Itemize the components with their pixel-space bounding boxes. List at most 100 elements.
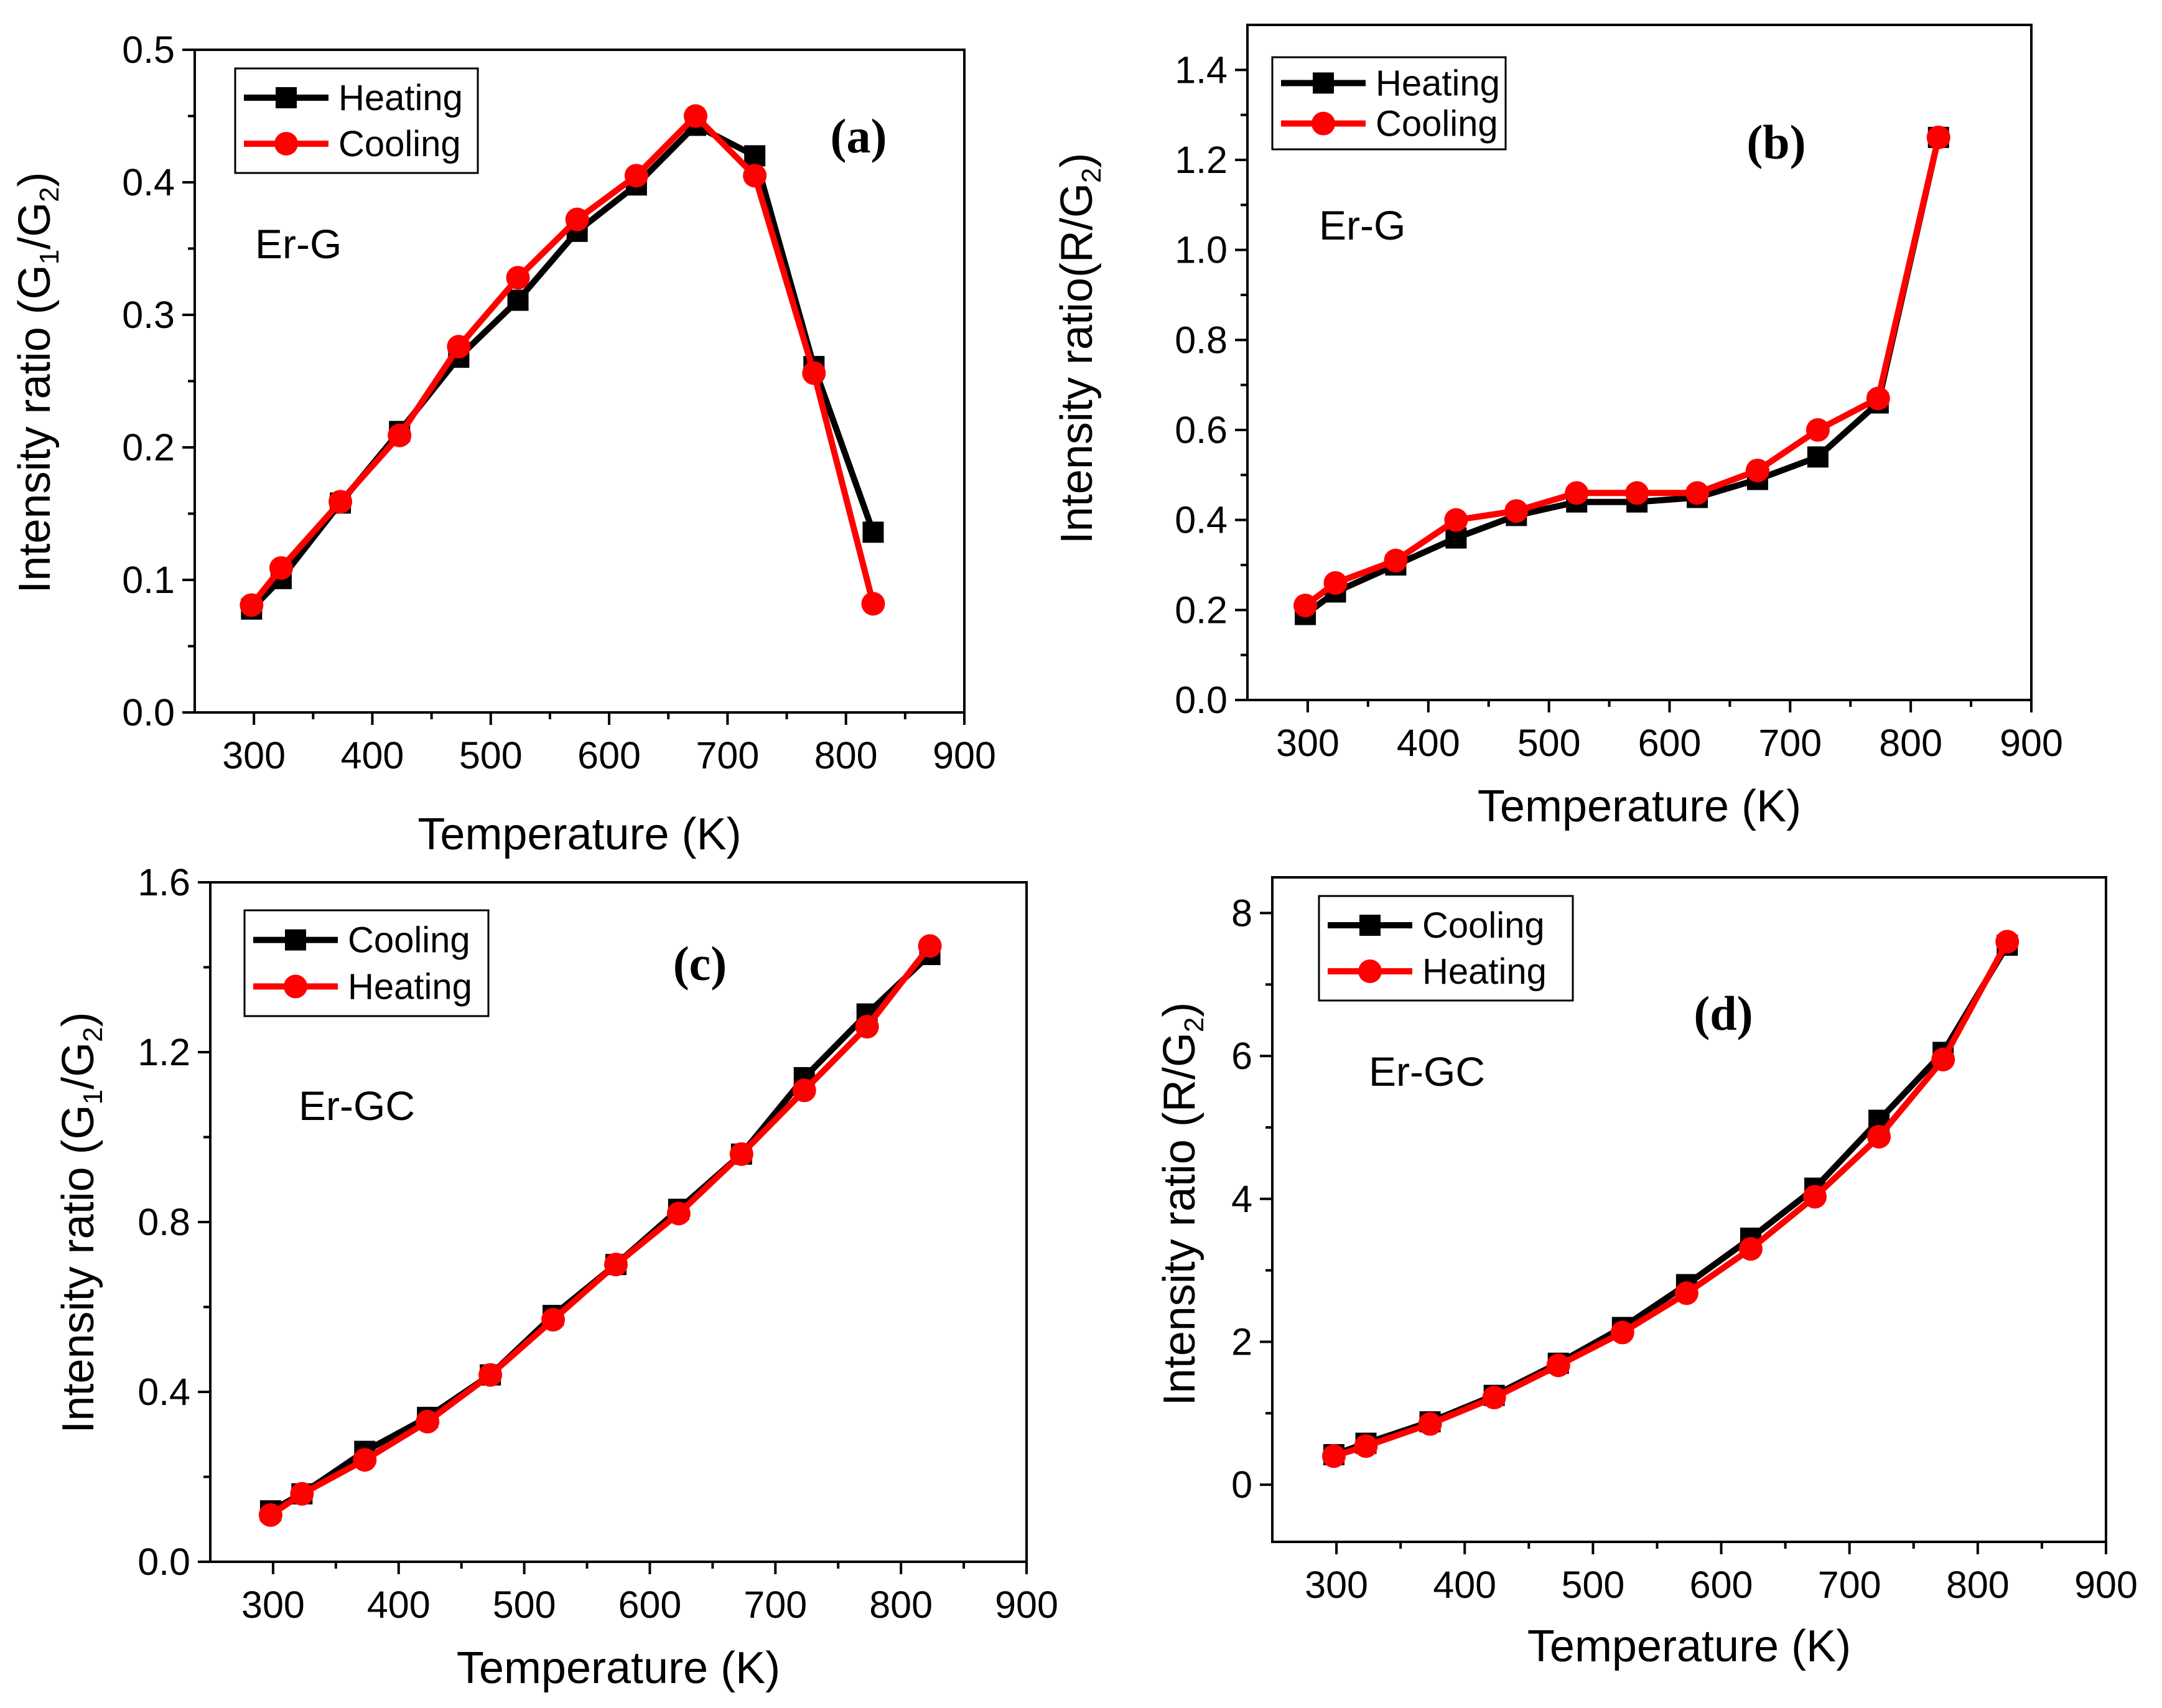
chart-c-y-tick-label: 1.6 (137, 861, 190, 903)
chart-a-y-tick-label: 0.1 (122, 559, 175, 601)
chart-a-legend-label: Cooling (338, 124, 461, 164)
chart-d-x-tick-label: 800 (1946, 1564, 2010, 1606)
chart-b: 300 400 500 600 700 800 900 0.0 0.2 0.4 0.6 0.8 1.0 1… (1052, 24, 2063, 831)
chart-d-legend-label: Heating (1422, 951, 1547, 992)
chart-d-series-cooling-line (1333, 943, 2010, 1458)
chart-b-series-cooling-point (1444, 508, 1468, 532)
chart-b-x-tick-label: 400 (1397, 722, 1460, 764)
chart-c-y-axis-title-part: Intensity ratio (G (54, 1104, 103, 1433)
chart-c-series-heating-point (918, 934, 942, 958)
chart-a-y-axis-title-subscript: 2 (34, 187, 65, 202)
chart-a-series-cooling-point (743, 164, 767, 188)
chart-a-panel-label: (a) (831, 109, 887, 163)
chart-c-series-heating-point (603, 1253, 628, 1277)
chart-b-x-tick-label: 800 (1879, 722, 1942, 764)
chart-c-y-axis-title-part: /G (54, 1042, 103, 1090)
chart-d-series-heating-point (1867, 1124, 1891, 1149)
chart-a-legend-label: Heating (338, 78, 463, 118)
chart-c-series-heating-point (416, 1409, 440, 1434)
chart-c-legend-marker (285, 929, 306, 951)
chart-b-y-axis-title: Intensity ratio(R/G2) (1052, 153, 1107, 544)
chart-b-y-tick-label: 1.0 (1175, 229, 1228, 271)
chart-c-sample-label: Er-GC (299, 1083, 415, 1129)
chart-b-series-cooling-point (1625, 481, 1649, 505)
chart-a-x-tick-label: 600 (577, 734, 641, 777)
chart-c-series-heating-point (353, 1448, 377, 1472)
chart-a-x-tick-label: 500 (459, 734, 523, 777)
chart-d-x-tick-label: 300 (1305, 1564, 1368, 1606)
chart-b-series-heating-point (1807, 446, 1829, 468)
chart-a-y-axis-title-part: Intensity ratio (G (10, 264, 60, 593)
chart-d-x-tick-label: 900 (2074, 1564, 2138, 1606)
chart-d-series-heating-point (1674, 1281, 1698, 1305)
chart-d-x-tick-label: 700 (1818, 1564, 1881, 1606)
chart-c-series-heating-point (855, 1015, 879, 1039)
chart-c-y-axis-title: Intensity ratio (G1/G2) (54, 1012, 108, 1433)
chart-b-y-tick-label: 0.6 (1175, 409, 1228, 451)
chart-c-legend-label: Cooling (348, 920, 470, 961)
chart-b-y-tick-label: 1.4 (1175, 49, 1228, 91)
chart-c-x-tick-label: 300 (241, 1584, 305, 1626)
chart-b-x-tick-label: 300 (1276, 722, 1340, 764)
chart-b-y-axis-title-part: Intensity ratio(R/G (1052, 183, 1102, 544)
chart-b-series-cooling-point (1293, 594, 1318, 618)
chart-d-legend-marker (1358, 959, 1382, 983)
chart-d-x-tick-label: 600 (1690, 1564, 1753, 1606)
chart-b-x-tick-label: 600 (1638, 722, 1702, 764)
chart-a-y-axis-title-part: /G (10, 202, 60, 250)
chart-a-series-heating-point (507, 289, 529, 311)
chart-b-x-tick-label: 900 (2000, 722, 2063, 764)
chart-b-x-tick-label: 700 (1758, 722, 1822, 764)
chart-a-series-cooling-point (240, 593, 264, 617)
chart-a-x-tick-label: 800 (814, 734, 878, 777)
chart-d-y-axis-title: Intensity ratio (R/G2) (1155, 1002, 1209, 1406)
chart-d-y-tick-label: 2 (1231, 1320, 1252, 1363)
chart-c-y-tick-label: 0.8 (137, 1201, 190, 1243)
chart-a-series-cooling-point (624, 164, 648, 188)
chart-c: 300 400 500 600 700 800 900 0.0 0.4 0.8 1.2 1.6 Temp… (54, 861, 1058, 1693)
chart-c-x-tick-label: 700 (743, 1584, 807, 1626)
chart-d-series-heating-point (1995, 930, 2020, 954)
chart-d-y-tick-label: 4 (1231, 1178, 1252, 1220)
chart-d-legend-box (1318, 895, 1574, 1002)
chart-a-series-cooling-point (388, 423, 412, 447)
chart-c-legend-marker (284, 974, 307, 999)
chart-b-series-cooling-point (1384, 548, 1408, 572)
chart-a-y-tick-label: 0.3 (122, 294, 175, 336)
chart-d-y-axis-title-part: Intensity ratio (R/G (1155, 1032, 1204, 1406)
chart-c-legend-box (243, 909, 490, 1017)
chart-a-series-cooling-point (506, 266, 530, 290)
chart-c-series-heating-point (541, 1307, 566, 1332)
chart-d-x-tick-label: 400 (1433, 1564, 1496, 1606)
chart-d-plot-frame (1271, 876, 2107, 1543)
chart-a-series-cooling-point (684, 104, 708, 128)
chart-c-y-tick-label: 0.0 (137, 1541, 190, 1583)
chart-d-series-heating-point (1321, 1444, 1346, 1468)
chart-c-series-heating-point (729, 1142, 753, 1166)
chart-c-x-tick-label: 600 (618, 1584, 682, 1626)
chart-a-series-cooling-point (861, 592, 885, 616)
chart-b-y-axis-title-subscript: 2 (1076, 168, 1107, 183)
chart-b-series-cooling-point (1323, 571, 1348, 595)
chart-c-series-heating-line (269, 944, 933, 1518)
chart-a-x-tick-label: 300 (222, 734, 286, 777)
chart-d-series-heating-line (1333, 940, 2010, 1459)
chart-d-y-tick-label: 6 (1231, 1035, 1252, 1077)
chart-b-series-cooling-point (1806, 418, 1830, 442)
chart-b-plot-frame (1246, 24, 2033, 701)
chart-d-y-tick-label: 0 (1231, 1463, 1252, 1506)
chart-c-series-heating-point (478, 1363, 503, 1387)
chart-a-series-heating-point (862, 521, 884, 543)
chart-c-legend-label: Heating (348, 966, 472, 1007)
chart-b-panel-label: (b) (1746, 115, 1806, 169)
chart-c-series-heating-point (290, 1482, 314, 1506)
chart-c-y-tick-label: 1.2 (137, 1031, 190, 1073)
chart-c-x-tick-label: 400 (367, 1584, 431, 1626)
chart-a-sample-label: Er-G (255, 221, 342, 267)
chart-a-y-axis-title-subscript: 1 (34, 250, 65, 264)
chart-a-x-tick-label: 400 (341, 734, 404, 777)
chart-b-y-tick-label: 0.0 (1175, 679, 1228, 721)
chart-a-y-tick-label: 0.0 (122, 691, 175, 734)
chart-b-legend-box (1271, 56, 1507, 151)
